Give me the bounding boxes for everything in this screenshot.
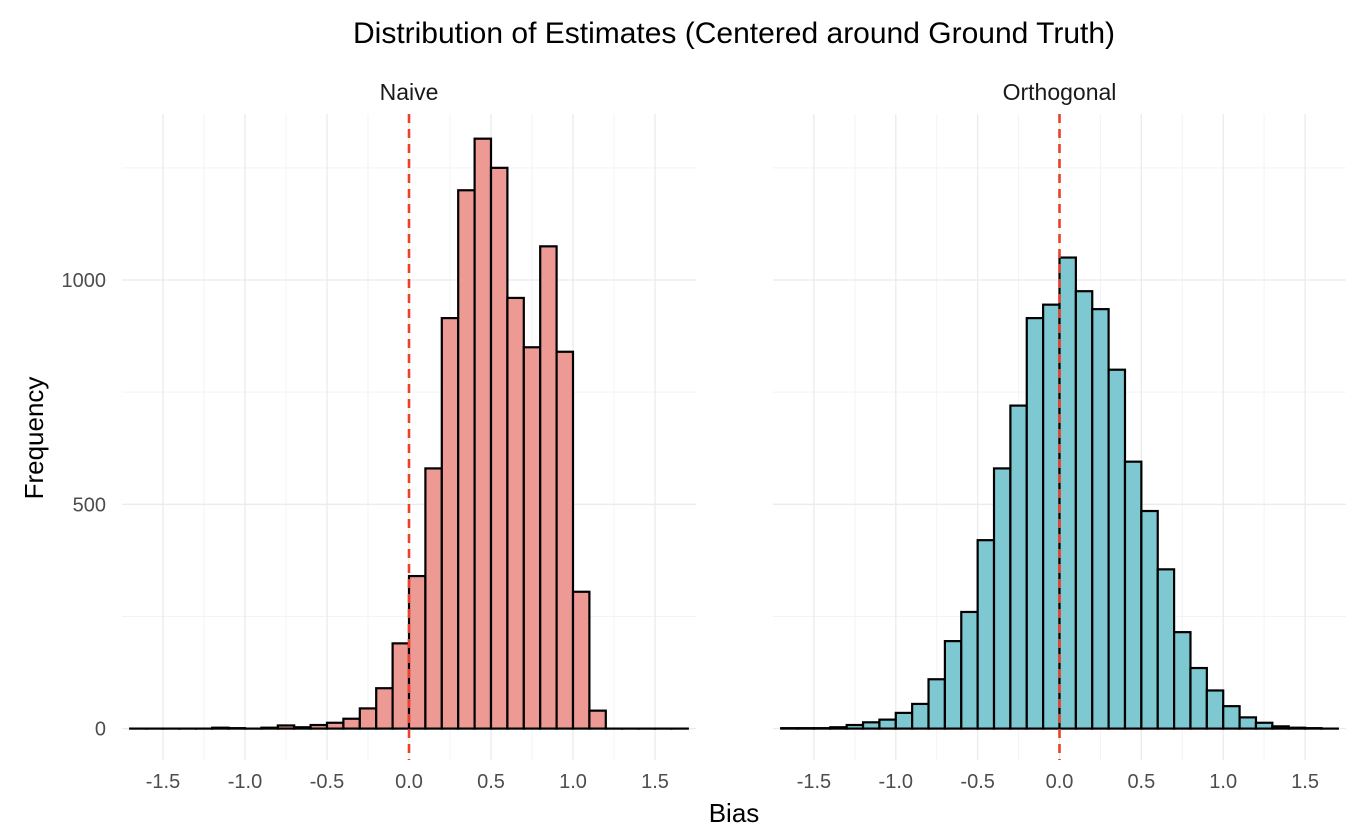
x-axis-title: Bias (709, 798, 760, 828)
histogram-bar (407, 574, 427, 730)
x-tick-label: 1.5 (1291, 771, 1319, 793)
chart-title: Distribution of Estimates (Centered arou… (353, 17, 1115, 50)
histogram-bar (358, 707, 378, 730)
histogram-bar (1107, 368, 1127, 730)
x-tick-label: 0.0 (395, 771, 423, 793)
histogram-bar (976, 539, 996, 730)
histogram-bar (861, 721, 881, 730)
histogram-bar (391, 642, 411, 730)
histogram-bar (260, 726, 279, 730)
histogram-bar (424, 467, 443, 730)
histogram-bar (489, 166, 509, 730)
histogram-bar (943, 640, 963, 730)
histogram-bar (829, 726, 848, 730)
histogram-bar (375, 687, 394, 730)
x-tick-label: -1.0 (228, 771, 262, 793)
histogram-bar (1058, 256, 1077, 730)
histogram-bar (1271, 725, 1290, 730)
histogram-bar (1287, 726, 1307, 730)
histogram-bar (293, 726, 312, 730)
histogram-bar (1123, 460, 1143, 730)
x-tick-label: -1.5 (146, 771, 180, 793)
histogram-bar (539, 245, 558, 730)
histogram-bar (1156, 568, 1176, 730)
histogram-bar (1189, 666, 1208, 730)
histogram-bar (1091, 308, 1110, 730)
histogram-bar (588, 709, 607, 730)
histogram-bar (473, 137, 493, 730)
x-tick-label: 0.5 (477, 771, 505, 793)
histogram-bar (571, 590, 591, 730)
histogram-bar (555, 350, 575, 730)
x-tick-label: -1.5 (797, 771, 831, 793)
facet-panel-naive: Naive -1.5 -1.0 -0.5 0.0 0.5 1.0 1.5 (122, 79, 696, 793)
x-tick-label: 1.0 (559, 771, 587, 793)
histogram-bar (1042, 303, 1061, 730)
histogram-bar (325, 721, 345, 730)
y-tick-label: 500 (73, 494, 106, 516)
histogram-bar (276, 724, 296, 730)
y-axis-title: Frequency (19, 377, 49, 500)
x-tick-label: -0.5 (960, 771, 994, 793)
histogram-bar (440, 317, 460, 730)
histogram-bar (1238, 716, 1258, 730)
facet-panel-orthogonal: Orthogonal -1.5 -1.0 -0.5 0.0 0.5 1.0 1.5 (773, 79, 1346, 793)
facet-panels: Naive -1.5 -1.0 -0.5 0.0 0.5 1.0 1.5 Orthogonal -… (122, 79, 1346, 793)
histogram-bar (1009, 404, 1028, 730)
histogram-bar (960, 610, 979, 730)
histogram-bar (211, 726, 230, 730)
facet-label: Orthogonal (1003, 79, 1117, 105)
histogram-bar (911, 702, 930, 730)
x-tick-label: 1.5 (641, 771, 669, 793)
histogram-bar (845, 723, 865, 730)
histogram-bar (1254, 721, 1274, 730)
y-tick-label: 1000 (62, 270, 107, 292)
histogram-bar (1222, 705, 1241, 730)
y-tick-label: 0 (95, 719, 106, 741)
histogram-bar (1205, 689, 1225, 730)
histogram-bar (457, 189, 476, 730)
histogram-bar (506, 296, 525, 730)
x-tick-label: 0.5 (1127, 771, 1155, 793)
histogram-bar (894, 711, 914, 730)
y-axis-ticks: 0 500 1000 (62, 270, 107, 741)
x-tick-label: -0.5 (310, 771, 344, 793)
histogram-bar (992, 467, 1012, 730)
histogram-bar (309, 723, 329, 730)
x-tick-label: -1.0 (879, 771, 913, 793)
histogram-bar (878, 718, 897, 730)
histogram-bar (342, 717, 361, 730)
histogram-bar (1172, 631, 1192, 730)
histogram-bar (1140, 509, 1159, 730)
histogram-bar (522, 346, 542, 730)
histogram-bar (927, 678, 946, 730)
x-tick-label: 1.0 (1209, 771, 1237, 793)
facet-label: Naive (380, 79, 439, 105)
x-tick-label: 0.0 (1046, 771, 1074, 793)
histogram-bar (1074, 290, 1094, 730)
histogram-bar (1025, 317, 1045, 730)
